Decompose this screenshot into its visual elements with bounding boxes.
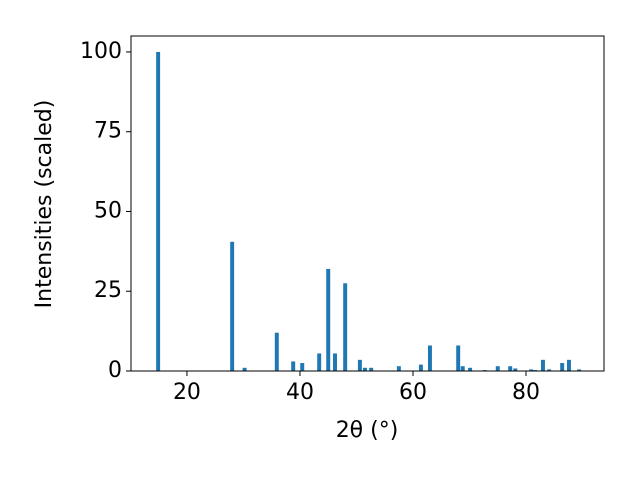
bar: [566, 359, 571, 371]
bar: [513, 368, 518, 371]
plot-frame: [130, 35, 605, 372]
bar: [369, 367, 374, 371]
x-axis-label: 2θ (°): [336, 418, 399, 443]
y-tick-label: 100: [80, 39, 122, 64]
bar: [300, 363, 305, 371]
bar: [540, 359, 545, 371]
y-tick-label: 50: [94, 198, 122, 223]
bar: [547, 369, 552, 371]
bar: [357, 359, 362, 371]
bar: [362, 367, 367, 371]
bar: [242, 367, 247, 371]
bar: [427, 345, 432, 371]
y-tick-label: 75: [94, 119, 122, 144]
bar: [274, 332, 279, 371]
bar: [418, 364, 423, 371]
y-axis-label: Intensities (scaled): [32, 100, 57, 309]
bar: [156, 51, 161, 371]
bar: [333, 353, 337, 371]
x-tick-label: 20: [173, 380, 201, 405]
bar: [468, 367, 473, 371]
bar: [460, 366, 465, 371]
bar: [343, 283, 348, 371]
bar: [508, 366, 513, 371]
bar: [291, 361, 296, 371]
bar: [230, 241, 235, 371]
bar: [396, 366, 401, 371]
x-tick-label: 60: [399, 380, 427, 405]
bar: [560, 363, 565, 371]
bar: [495, 366, 500, 371]
bar: [326, 268, 331, 371]
bar: [577, 369, 582, 371]
y-tick-label: 0: [108, 358, 122, 383]
x-tick-label: 40: [286, 380, 314, 405]
x-tick-label: 80: [512, 380, 540, 405]
bar: [456, 345, 461, 371]
bar: [529, 369, 534, 371]
y-tick-label: 25: [94, 278, 122, 303]
bar: [317, 353, 322, 371]
